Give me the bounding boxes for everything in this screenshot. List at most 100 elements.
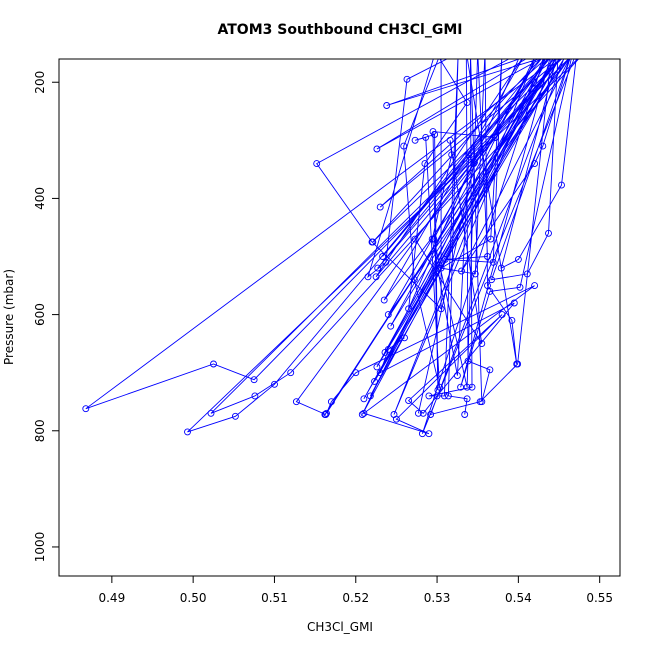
data-point [487, 235, 495, 243]
y-tick-label: 1000 [33, 532, 47, 563]
data-point [384, 345, 392, 353]
data-point [360, 409, 368, 417]
data-point [327, 398, 335, 406]
data-point [463, 383, 471, 391]
data-point [366, 392, 374, 400]
data-point [360, 395, 368, 403]
x-axis-label: CH3Cl_GMI [307, 620, 373, 634]
data-point [419, 409, 427, 417]
data-point [405, 397, 413, 405]
data-point [251, 392, 259, 400]
data-point [461, 411, 469, 418]
data-point [321, 411, 329, 418]
x-tick-label: 0.55 [586, 591, 613, 605]
y-tick-label: 800 [33, 419, 47, 442]
y-axis-label: Pressure (mbar) [2, 269, 16, 365]
data-point [352, 369, 360, 377]
data-point [414, 409, 422, 417]
data-point [441, 255, 449, 263]
data-point [411, 136, 419, 144]
data-point [478, 398, 486, 406]
data-point [448, 151, 456, 159]
data-point [492, 133, 500, 141]
data-point [484, 282, 491, 290]
data-point [478, 340, 486, 348]
data-point [463, 395, 471, 403]
series-line-0 [361, 59, 577, 434]
series-line-1 [316, 59, 520, 415]
data-point [498, 311, 506, 319]
data-point [392, 415, 400, 423]
y-tick-label: 400 [33, 187, 47, 210]
data-point [371, 377, 378, 385]
data-point [383, 102, 391, 109]
data-point [382, 258, 390, 266]
x-tick-label: 0.50 [180, 591, 207, 605]
data-point [376, 203, 384, 211]
data-point [429, 128, 437, 136]
data-point [376, 369, 384, 377]
data-point [313, 160, 321, 168]
data-point [425, 430, 433, 438]
data-point [531, 282, 539, 290]
chart-title: ATOM3 Southbound CH3Cl_GMI [218, 22, 463, 38]
data-point [523, 270, 531, 278]
data-point [488, 276, 495, 284]
data-point [513, 360, 521, 368]
data-point [425, 392, 433, 400]
data-point [433, 392, 441, 400]
data-point [558, 181, 565, 189]
x-tick-label: 0.51 [261, 591, 288, 605]
data-point [539, 142, 547, 150]
data-point [421, 160, 429, 168]
data-point [463, 99, 471, 107]
data-point [380, 296, 388, 304]
plot-frame [58, 58, 621, 577]
data-point [373, 145, 381, 153]
data-point [489, 258, 497, 266]
data-point [400, 142, 408, 150]
y-tick-label: 600 [33, 303, 47, 326]
data-point [484, 253, 491, 260]
y-tick-label: 200 [33, 71, 47, 94]
x-tick-label: 0.49 [98, 591, 125, 605]
data-point [373, 363, 381, 371]
data-point [440, 392, 448, 400]
x-tick-label: 0.54 [505, 591, 532, 605]
data-point [468, 383, 476, 391]
data-point [387, 322, 395, 330]
data-point [486, 366, 494, 374]
data-point [457, 383, 465, 391]
data-point [292, 398, 300, 406]
data-point [401, 334, 408, 342]
data-point [82, 405, 90, 413]
data-point [405, 305, 413, 313]
data-point [323, 409, 330, 417]
data-point [287, 369, 295, 377]
data-point [403, 75, 411, 83]
series-layer [82, 59, 580, 438]
data-point [444, 392, 452, 400]
data-point [411, 235, 419, 243]
data-point [427, 411, 435, 418]
data-point [508, 316, 516, 324]
data-point [210, 360, 217, 368]
data-point [358, 411, 366, 418]
data-point [207, 409, 215, 417]
data-point [184, 428, 191, 436]
data-point [516, 283, 524, 291]
data-point [545, 229, 552, 237]
x-tick-label: 0.53 [424, 591, 451, 605]
data-point [250, 376, 258, 384]
data-point [437, 264, 445, 272]
data-point [231, 412, 239, 420]
data-point [368, 238, 376, 246]
data-point [514, 255, 522, 263]
data-point [510, 299, 518, 307]
data-point [379, 253, 387, 260]
data-point [374, 264, 382, 272]
data-point [271, 380, 278, 388]
data-point [437, 305, 445, 313]
